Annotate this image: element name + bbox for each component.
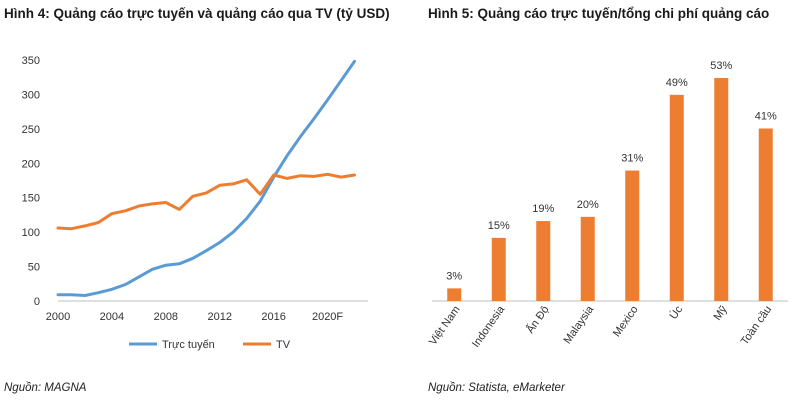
source-note-left: Nguồn: MAGNA <box>4 382 87 394</box>
legend-label: TV <box>276 339 291 351</box>
legend-label: Trực tuyến <box>162 339 215 351</box>
x-tick-label: 2004 <box>100 311 124 323</box>
x-tick-label: Toàn cầu <box>739 304 774 347</box>
x-tick-label: Việt Nam <box>427 304 463 348</box>
bar <box>580 216 595 301</box>
x-tick-label: Úc <box>667 303 686 322</box>
y-tick-label: 150 <box>22 193 40 205</box>
bar <box>447 288 462 301</box>
data-label: 19% <box>532 203 554 215</box>
x-tick-label: Mexico <box>611 304 641 339</box>
data-label: 53% <box>710 60 732 72</box>
data-label: 15% <box>488 220 510 232</box>
y-tick-label: 0 <box>34 296 40 308</box>
series-line-truc-tuyen <box>56 59 356 297</box>
series-line-tv <box>56 172 356 231</box>
data-label: 41% <box>755 110 777 122</box>
data-label: 3% <box>446 270 462 282</box>
chart-title-right: Hình 5: Quảng cáo trực tuyến/tổng chi ph… <box>428 6 770 21</box>
y-tick-label: 350 <box>22 55 40 67</box>
x-tick-label: Malaysia <box>561 303 596 346</box>
data-label: 31% <box>621 153 643 165</box>
y-tick-label: 50 <box>28 262 40 274</box>
x-tick-label: 2008 <box>154 311 178 323</box>
y-tick-label: 200 <box>22 158 40 170</box>
bar <box>669 94 684 301</box>
y-tick-label: 300 <box>22 89 40 101</box>
x-tick-label: 2000 <box>46 311 70 323</box>
x-tick-label: Mỹ <box>711 303 730 322</box>
x-tick-label: 2016 <box>261 311 285 323</box>
x-tick-label: 2012 <box>207 311 231 323</box>
data-label: 20% <box>577 199 599 211</box>
y-tick-label: 100 <box>22 227 40 239</box>
bar <box>491 237 506 301</box>
bar <box>758 128 773 301</box>
bar <box>714 78 729 301</box>
data-label: 49% <box>666 77 688 89</box>
chart-title-left: Hình 4: Quảng cáo trực tuyến và quảng cá… <box>4 6 390 21</box>
y-tick-label: 250 <box>22 124 40 136</box>
x-tick-label: Ấn Độ <box>524 303 552 336</box>
bar <box>536 221 551 301</box>
source-note-right: Nguồn: Statista, eMarketer <box>428 382 565 394</box>
x-tick-label: 2020F <box>312 311 343 323</box>
x-tick-label: Indonesia <box>470 303 508 350</box>
bar <box>625 170 640 301</box>
